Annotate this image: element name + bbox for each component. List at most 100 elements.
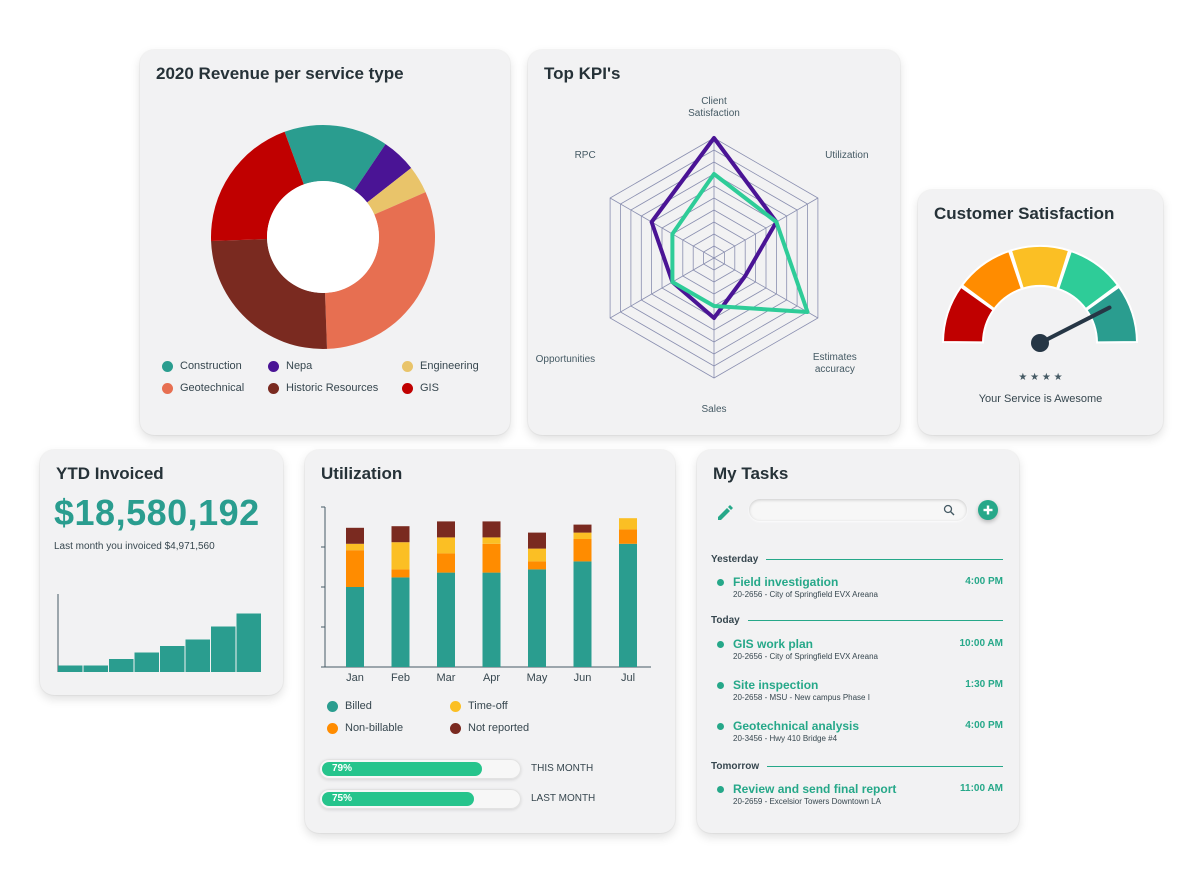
task-bullet: [717, 723, 724, 730]
legend-geotechnical[interactable]: Geotechnical: [162, 382, 244, 394]
util-bar-segment-non-billable: [437, 553, 455, 573]
edit-pencil-icon[interactable]: [715, 502, 735, 522]
utilization-title: Utilization: [321, 464, 403, 483]
task-item[interactable]: Review and send final report 20-2659 - E…: [717, 782, 1003, 809]
task-time: 1:30 PM: [965, 679, 1003, 690]
util-bar-segment-time-off: [482, 537, 501, 544]
satisfaction-caption: Your Service is Awesome: [978, 393, 1103, 405]
radar-axis-label: Utilization: [825, 150, 868, 161]
util-bar-segment-time-off: [619, 518, 637, 530]
util-bar-segment-non-billable: [346, 550, 364, 587]
donut-slice-engineering: [367, 167, 426, 215]
task-item[interactable]: Field investigation 20-2656 - City of Sp…: [717, 575, 1003, 602]
util-bar-segment-non-billable: [528, 561, 546, 570]
satisfaction-title: Customer Satisfaction: [934, 204, 1115, 223]
util-bar-segment-not-reported: [437, 521, 455, 538]
rating-stars: ★ ★ ★ ★: [1018, 372, 1063, 383]
ytd-subtitle: Last month you invoiced $4,971,560: [54, 541, 215, 552]
kpi-radar-chart: Client Satisfaction Utilization Estimates ac…: [536, 96, 869, 415]
search-icon[interactable]: [943, 504, 955, 516]
ytd-bar: [185, 639, 210, 672]
legend-construction[interactable]: Construction: [162, 360, 242, 372]
task-bullet: [717, 786, 724, 793]
radar-axis-label-line: Client: [701, 96, 727, 107]
gauge-segment: [960, 249, 1024, 311]
section-yesterday: Yesterday: [711, 554, 1003, 565]
legend-gis[interactable]: GIS: [402, 382, 439, 394]
radar-axis-label-line: Opportunities: [536, 354, 595, 365]
util-bar-segment-time-off: [391, 542, 410, 570]
progress-caption: THIS MONTH: [531, 763, 594, 774]
radar-axis-label-line: Satisfaction: [688, 108, 740, 119]
task-item[interactable]: Site inspection 20-2658 - MSU - New camp…: [717, 678, 1003, 705]
util-bar-segment-time-off: [437, 537, 455, 554]
legend-non-billable[interactable]: Non-billable: [327, 722, 403, 734]
legend-time-off[interactable]: Time-off: [450, 700, 508, 712]
util-x-tick-label: Jan: [346, 672, 364, 684]
add-task-button[interactable]: [978, 500, 998, 520]
radar-axis-label-line: accuracy: [815, 364, 855, 375]
legend-label: Time-off: [468, 700, 508, 712]
ytd-bar: [160, 646, 185, 672]
task-title[interactable]: Geotechnical analysis: [733, 719, 860, 733]
ytd-amount: $18,580,192: [54, 492, 260, 533]
util-bar-segment-billed: [437, 572, 455, 667]
section-divider: [767, 766, 1003, 767]
ytd-card: YTD Invoiced $18,580,192 Last month you …: [40, 450, 283, 695]
legend-dot: [402, 382, 413, 394]
task-project: 20-2656 - City of Springfield EVX Areana: [733, 652, 878, 661]
util-x-tick-label: Mar: [437, 672, 456, 684]
util-bar-segment-non-billable: [573, 539, 592, 562]
task-bullet: [717, 579, 724, 586]
radar-axis-label-line: Sales: [701, 404, 726, 415]
utilization-card: Utilization Jan Feb Mar Apr May Jun Jul Billed…: [305, 450, 675, 833]
radar-axis-label: Sales: [701, 404, 726, 415]
radar-axis-label-line: RPC: [575, 150, 596, 161]
task-item[interactable]: GIS work plan 20-2656 - City of Springfi…: [717, 637, 1003, 664]
donut-hole: [267, 181, 379, 293]
progress-caption: LAST MONTH: [531, 793, 596, 804]
section-label: Tomorrow: [711, 761, 760, 772]
progress-value: 75%: [332, 793, 353, 804]
util-bar-segment-billed: [391, 577, 410, 667]
radar-spoke: [713, 197, 819, 259]
legend-nepa[interactable]: Nepa: [268, 360, 312, 372]
task-title[interactable]: Site inspection: [733, 678, 819, 692]
radar-axis-label-line: Estimates: [813, 352, 857, 363]
section-tomorrow: Tomorrow: [711, 761, 1003, 772]
radar-spoke: [609, 257, 715, 319]
task-time: 11:00 AM: [960, 783, 1003, 794]
util-x-tick-label: May: [527, 672, 548, 684]
legend-label: Construction: [180, 360, 242, 372]
radar-axis-label: Client Satisfaction: [688, 96, 740, 119]
legend-not-reported[interactable]: Not reported: [450, 722, 529, 734]
ytd-bar: [58, 665, 83, 672]
task-search-field[interactable]: [749, 499, 967, 521]
task-title[interactable]: GIS work plan: [733, 637, 814, 651]
util-bar-segment-time-off: [528, 548, 546, 562]
donut-slice-gis: [211, 131, 304, 242]
donut-slice-construction: [284, 124, 386, 191]
util-bar-segment-not-reported: [346, 527, 364, 544]
donut-slice-nepa: [354, 144, 412, 203]
legend-engineering[interactable]: Engineering: [402, 360, 479, 372]
util-bar-segment-not-reported: [528, 532, 546, 549]
task-project: 20-2656 - City of Springfield EVX Areana: [733, 590, 878, 599]
revenue-title: 2020 Revenue per service type: [156, 64, 404, 83]
section-label: Yesterday: [711, 554, 759, 565]
legend-dot: [450, 700, 461, 712]
task-time: 4:00 PM: [965, 576, 1003, 587]
legend-label: Billed: [345, 700, 372, 712]
task-title[interactable]: Field investigation: [733, 575, 839, 589]
ytd-title: YTD Invoiced: [56, 464, 164, 483]
util-bar-segment-billed: [528, 569, 546, 667]
legend-billed[interactable]: Billed: [327, 700, 372, 712]
task-search-input[interactable]: [759, 502, 939, 518]
legend-historic-resources[interactable]: Historic Resources: [268, 382, 378, 394]
gauge-segment: [1009, 245, 1071, 290]
util-bar-segment-non-billable: [619, 529, 637, 544]
task-item[interactable]: Geotechnical analysis 20-3456 - Hwy 410 …: [717, 719, 1003, 746]
task-title[interactable]: Review and send final report: [733, 782, 897, 796]
gauge-hub: [1031, 334, 1049, 352]
section-label: Today: [711, 615, 740, 626]
